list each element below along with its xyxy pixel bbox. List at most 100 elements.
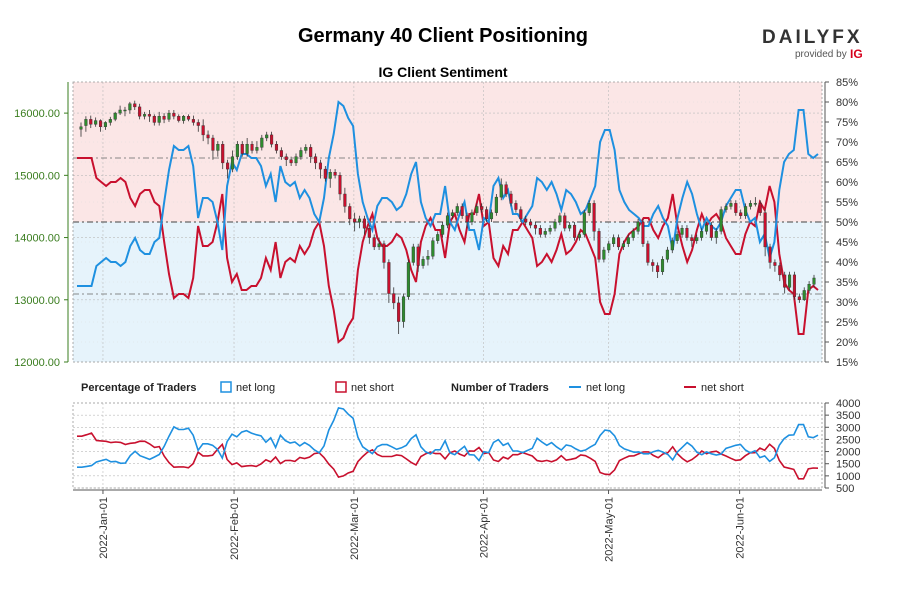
candle-body [695,237,699,241]
candle-body [372,237,376,248]
candle-body [685,228,689,238]
traders-tick-label: 3500 [836,410,860,422]
candle-body [548,228,552,232]
candle-body [485,209,489,220]
candle-body [343,193,347,207]
chart-title: Germany 40 Client Positioning [298,25,588,47]
candle-body [758,203,762,213]
candle-body [690,237,694,241]
candle-body [802,290,806,300]
candle-body [519,209,523,220]
candle-body [470,212,474,223]
candle-body [255,147,259,151]
legend-num-long: net long [586,382,625,394]
candle-body [142,114,147,117]
candle-body [221,144,225,164]
candle-body [675,234,679,241]
pct-tick-label: 60% [836,177,858,189]
candle-body [89,119,93,125]
candle-body [514,203,518,210]
candle-body [284,156,288,160]
candle-body [318,162,322,170]
candle-body [494,196,498,213]
candle-body [186,116,191,120]
candle-body [739,212,743,216]
candle-body [118,109,122,114]
pct-tick-label: 25% [836,317,858,329]
candle-body [646,243,650,263]
chart-subtitle: IG Client Sentiment [378,64,507,80]
candle-body [763,212,767,248]
candle-body [631,231,635,238]
candle-body [177,116,181,121]
candle-body [323,168,327,179]
candle-body [748,203,753,207]
price-tick-label: 16000.00 [14,108,60,120]
candle-body [480,206,484,210]
pct-tick-label: 80% [836,97,858,109]
candle-body [304,147,308,151]
candle-body [773,262,777,266]
bottom-frame [72,402,823,489]
candle-body [553,221,557,229]
price-tick-label: 12000.00 [14,357,60,369]
traders-tick-label: 4000 [836,398,860,410]
main-frame [72,81,823,363]
pct-tick-label: 30% [836,297,858,309]
candle-body [651,262,655,266]
candle-body [152,116,156,123]
candle-body [563,215,567,229]
traders-tick-label: 500 [836,483,854,495]
candle-body [612,237,616,244]
candle-body [680,228,684,235]
pct-tick-label: 50% [836,217,858,229]
x-tick-label: 2022-May-01 [604,497,616,562]
candle-body [700,231,704,238]
dailyfx-logo: DAILYFX provided by IG [762,27,863,61]
candle-body [538,228,542,235]
price-tick-label: 15000.00 [14,170,60,182]
candle-body [436,234,440,241]
candle-body [401,296,406,322]
x-tick-label: 2022-Mar-01 [349,497,361,560]
candle-body [504,184,508,195]
candle-body [509,193,513,204]
candle-body [744,206,748,216]
candle-body [245,144,249,154]
candle-body [788,274,792,288]
candle-body [157,116,161,123]
pct-tick-label: 35% [836,277,858,289]
traders-tick-label: 2500 [836,434,860,446]
candle-body [108,119,112,123]
candle-body [367,228,371,238]
candle-body [714,231,718,238]
pct-tick-label: 65% [836,157,858,169]
brand-ig: IG [850,47,863,61]
candle-body [113,112,117,120]
net-long-traders-line [77,406,819,469]
candle-body [299,150,303,157]
candle-body [616,237,621,248]
candle-body [670,240,674,251]
candle-body [240,144,244,154]
candle-body [265,134,269,139]
legend-pct-short: net short [351,382,394,394]
candle-body [387,262,391,294]
candle-body [123,109,127,112]
pct-tick-label: 15% [836,357,858,369]
legend-num-header: Number of Traders [451,382,549,394]
candle-body [753,203,757,205]
legend-pct-long: net long [236,382,275,394]
candle-body [348,206,352,220]
candle-body [626,237,630,244]
candle-body [196,122,200,126]
candle-body [607,243,611,251]
candle-body [734,203,738,213]
brand-name: DAILYFX [762,27,863,48]
candle-body [191,119,195,123]
candle-body [216,144,220,151]
legend-pct-short-swatch [335,381,347,393]
candle-body [499,184,503,198]
candle-body [279,150,283,157]
candle-body [411,246,415,263]
